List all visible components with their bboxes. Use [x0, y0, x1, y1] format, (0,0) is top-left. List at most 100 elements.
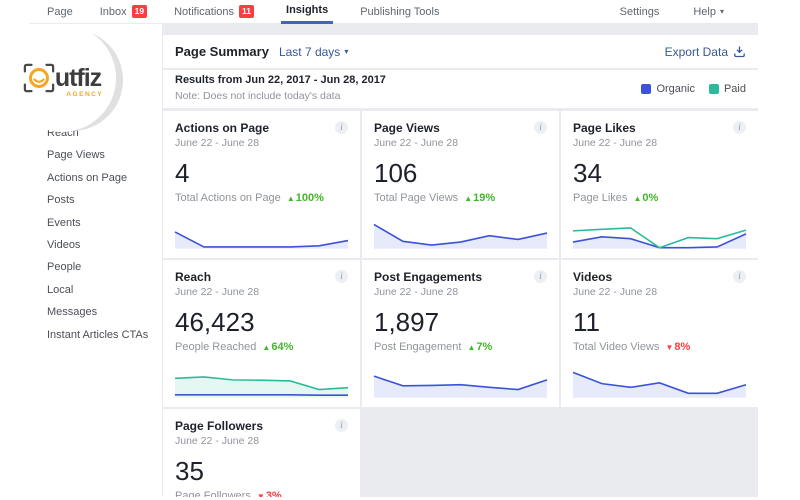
info-icon[interactable]: i: [335, 270, 348, 283]
viewfinder-camera-icon: [23, 63, 55, 93]
card-reach: Reach i June 22 - June 28 46,423 People …: [163, 260, 360, 407]
card-videos: Videos i June 22 - June 28 11 Total Vide…: [561, 260, 758, 407]
trend-indicator: ▲7%: [468, 341, 493, 353]
outfiz-watermark: utfiz AGENCY: [8, 24, 116, 132]
tab-notifications[interactable]: Notifications 11: [174, 0, 255, 24]
legend-paid-label: Paid: [723, 83, 746, 95]
trend-indicator: ▼3%: [257, 490, 282, 497]
card-title[interactable]: Actions on Page: [175, 121, 270, 135]
card-metric: People Reached ▲64%: [175, 341, 348, 353]
nav-help-label: Help: [693, 5, 716, 18]
chart-legend: Organic Paid: [641, 83, 746, 95]
sidebar-item-people[interactable]: People: [47, 261, 82, 274]
caret-down-icon: ▾: [719, 7, 724, 16]
logo-name-text: utfiz: [54, 63, 102, 92]
export-data-button[interactable]: Export Data: [665, 45, 746, 59]
info-icon[interactable]: i: [335, 419, 348, 432]
outfiz-logo: utfiz AGENCY: [23, 62, 102, 98]
info-icon[interactable]: i: [534, 121, 547, 134]
card-title[interactable]: Videos: [573, 270, 613, 284]
tab-insights[interactable]: Insights: [281, 0, 334, 24]
card-metric-label: Total Page Views: [374, 192, 459, 204]
sidebar-item-messages[interactable]: Messages: [47, 306, 98, 319]
page-summary-title: Page Summary: [175, 44, 269, 59]
card-title[interactable]: Page Followers: [175, 419, 264, 433]
page-summary-header: Page Summary Last 7 days ▾ Export Data: [163, 35, 758, 68]
sidebar-item-events[interactable]: Events: [47, 216, 81, 229]
metric-card-grid: Actions on Page i June 22 - June 28 4 To…: [163, 111, 758, 497]
card-metric-label: Total Video Views: [573, 341, 660, 353]
card-page-followers: Page Followers i June 22 - June 28 35 Pa…: [163, 409, 360, 497]
card-metric: Page Likes ▲0%: [573, 192, 746, 204]
card-title[interactable]: Page Views: [374, 121, 440, 135]
nav-right-group: Settings Help ▾: [586, 0, 758, 24]
trend-percent: 19%: [473, 192, 496, 204]
card-date-range: June 22 - June 28: [175, 137, 260, 149]
card-date-range: June 22 - June 28: [175, 435, 260, 447]
card-metric-label: Post Engagement: [374, 341, 462, 353]
card-metric: Total Page Views ▲19%: [374, 192, 547, 204]
info-icon[interactable]: i: [534, 270, 547, 283]
card-date-range: June 22 - June 28: [573, 137, 658, 149]
card-date-range: June 22 - June 28: [175, 286, 260, 298]
trend-percent: 3%: [265, 490, 282, 497]
inbox-count-badge: 19: [131, 5, 148, 18]
trend-arrow-icon: ▼: [256, 492, 265, 497]
sidebar-item-instant-articles-ctas[interactable]: Instant Articles CTAs: [47, 328, 149, 341]
trend-percent: 100%: [295, 192, 324, 204]
sparkline-chart: [175, 207, 348, 251]
card-value: 4: [175, 158, 190, 188]
top-nav: Page Inbox 19 Notifications 11 Insights …: [30, 0, 758, 24]
tab-page[interactable]: Page: [47, 5, 73, 18]
trend-arrow-icon: ▲: [467, 343, 476, 352]
card-title[interactable]: Page Likes: [573, 121, 636, 135]
card-title[interactable]: Post Engagements: [374, 270, 483, 284]
nav-settings[interactable]: Settings: [619, 5, 660, 18]
card-value: 106: [374, 158, 418, 188]
trend-arrow-icon: ▲: [633, 194, 642, 203]
tab-inbox[interactable]: Inbox 19: [99, 0, 148, 24]
results-bar: Results from Jun 22, 2017 - Jun 28, 2017…: [163, 70, 758, 108]
trend-percent: 8%: [674, 341, 691, 353]
tab-inbox-label: Inbox: [99, 5, 127, 18]
date-range-label: Last 7 days: [278, 44, 341, 59]
results-note-text: Note: Does not include today's data: [175, 90, 341, 103]
info-icon[interactable]: i: [335, 121, 348, 134]
trend-arrow-icon: ▼: [665, 343, 674, 352]
date-range-selector[interactable]: Last 7 days ▾: [279, 45, 348, 59]
sidebar-menu: Reach Page Views Actions on Page Posts E…: [47, 122, 148, 346]
logo-name: utfiz AGENCY: [54, 63, 102, 98]
card-page-views: Page Views i June 22 - June 28 106 Total…: [362, 111, 559, 258]
sidebar-item-videos[interactable]: Videos: [47, 239, 81, 252]
legend-organic: Organic: [641, 83, 695, 95]
trend-indicator: ▼8%: [666, 341, 691, 353]
card-value: 11: [573, 307, 600, 337]
sparkline-chart: [374, 356, 547, 400]
card-date-range: June 22 - June 28: [374, 137, 459, 149]
sidebar-item-posts[interactable]: Posts: [47, 194, 75, 207]
nav-help[interactable]: Help ▾: [693, 0, 724, 24]
trend-arrow-icon: ▲: [286, 194, 295, 203]
sparkline-chart: [374, 207, 547, 251]
trend-arrow-icon: ▲: [464, 194, 473, 203]
card-value: 1,897: [374, 307, 440, 337]
card-metric: Total Actions on Page ▲100%: [175, 192, 348, 204]
card-metric: Post Engagement ▲7%: [374, 341, 547, 353]
card-value: 35: [175, 456, 204, 486]
tab-publishing-tools[interactable]: Publishing Tools: [360, 5, 440, 18]
info-icon[interactable]: i: [733, 121, 746, 134]
sparkline-chart: [573, 207, 746, 251]
sidebar-item-local[interactable]: Local: [47, 283, 74, 296]
info-icon[interactable]: i: [733, 270, 746, 283]
card-title[interactable]: Reach: [175, 270, 212, 284]
card-post-engagements: Post Engagements i June 22 - June 28 1,8…: [362, 260, 559, 407]
card-metric-label: People Reached: [175, 341, 257, 353]
sparkline-chart: [573, 356, 746, 400]
paid-color-swatch: [708, 84, 719, 94]
card-metric-label: Page Followers: [175, 490, 251, 497]
trend-percent: 0%: [642, 192, 659, 204]
sidebar-item-page-views[interactable]: Page Views: [47, 149, 105, 162]
card-actions-on-page: Actions on Page i June 22 - June 28 4 To…: [163, 111, 360, 258]
card-metric-label: Total Actions on Page: [175, 192, 281, 204]
sidebar-item-actions-on-page[interactable]: Actions on Page: [47, 171, 128, 184]
